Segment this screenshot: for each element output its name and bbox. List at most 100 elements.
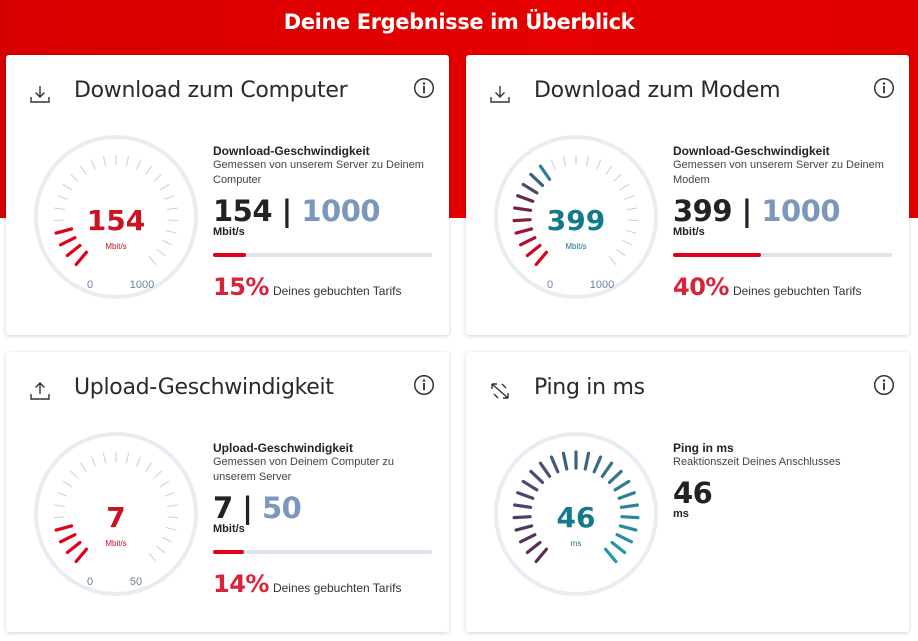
gauge-tick xyxy=(166,207,178,210)
gauge-tick-active xyxy=(534,547,549,564)
gauge-tick-active xyxy=(618,524,638,532)
gauge-tick xyxy=(53,219,65,222)
measured-value: 154 xyxy=(213,194,273,228)
info-description: Gemessen von Deinem Computer zu unserem … xyxy=(213,456,394,483)
gauge-tick-active xyxy=(512,515,532,520)
gauge-tick xyxy=(550,159,556,170)
gauge-tick-active xyxy=(521,479,539,492)
tariff-progress-bar xyxy=(213,253,432,257)
gauge-tick xyxy=(605,165,613,175)
result-info: Download-Geschwindigkeit Gemessen von un… xyxy=(213,144,439,238)
value-separator: | xyxy=(272,194,302,228)
gauge-tick xyxy=(159,480,170,488)
gauge-tick-active xyxy=(54,227,74,235)
gauge-tick xyxy=(102,452,106,464)
result-value: 154 | 1000 xyxy=(213,194,439,228)
measured-value: 7 xyxy=(213,491,233,525)
gauge-tick xyxy=(62,480,73,488)
page-title: Deine Ergebnisse im Überblick xyxy=(283,10,635,34)
gauge-tick xyxy=(161,536,172,543)
result-value: 46 xyxy=(673,476,713,510)
gauge-tick-active xyxy=(518,533,537,544)
gauge-tick xyxy=(608,256,617,265)
card-download-computer: Download zum Computer 154 Mbit/s 0 1000 … xyxy=(6,55,449,335)
booked-value: 1000 xyxy=(761,194,841,228)
info-icon[interactable] xyxy=(873,77,895,99)
gauge-tick xyxy=(148,553,157,562)
gauge-tick-active xyxy=(583,451,591,471)
info-icon[interactable] xyxy=(413,374,435,396)
gauge-tick-active xyxy=(613,479,631,492)
gauge-unit: Mbit/s xyxy=(105,539,126,548)
gauge-value: 7 xyxy=(106,501,125,534)
gauge-tick-active xyxy=(592,455,603,474)
gauge-min-label: 0 xyxy=(87,279,93,291)
gauge-tick-active xyxy=(513,206,533,212)
gauge-tick xyxy=(613,173,622,182)
info-icon[interactable] xyxy=(873,374,895,396)
percentage-value: 15% xyxy=(213,273,269,301)
tariff-progress-fill xyxy=(673,253,761,257)
gauge-max-label: 1000 xyxy=(130,279,154,291)
gauge-min-label: 0 xyxy=(547,279,553,291)
tariff-progress-fill xyxy=(213,550,244,554)
gauge-tick xyxy=(161,239,172,246)
speed-gauge: 399 Mbit/s 0 1000 xyxy=(494,135,658,299)
gauge-tick-active xyxy=(525,540,542,555)
speed-gauge: 154 Mbit/s 0 1000 xyxy=(34,135,198,299)
gauge-tick xyxy=(621,239,632,246)
gauge-tick xyxy=(626,207,638,210)
gauge-tick xyxy=(164,195,175,200)
card-title: Ping in ms xyxy=(534,375,645,400)
result-unit: Mbit/s xyxy=(213,226,245,238)
gauge-tick xyxy=(145,165,153,175)
gauge-tick xyxy=(53,516,65,519)
info-heading: Download-Geschwindigkeit xyxy=(213,144,370,158)
card-title: Upload-Geschwindigkeit xyxy=(74,375,334,400)
gauge-tick xyxy=(596,159,602,170)
gauge-tick-active xyxy=(521,182,539,195)
gauge-tick-active xyxy=(619,503,639,509)
gauge-tick xyxy=(167,219,179,222)
gauge-tick xyxy=(156,545,166,553)
info-icon[interactable] xyxy=(413,77,435,99)
gauge-max-label: 1000 xyxy=(590,279,614,291)
percentage-value: 40% xyxy=(673,273,729,301)
gauge-tick xyxy=(145,462,153,472)
value-separator: | xyxy=(232,491,262,525)
tariff-progress-fill xyxy=(213,253,246,257)
percentage-value: 14% xyxy=(213,570,269,598)
gauge-tick xyxy=(79,165,87,175)
info-heading: Download-Geschwindigkeit xyxy=(673,144,830,158)
gauge-tick-active xyxy=(620,515,640,520)
result-unit: Mbit/s xyxy=(673,226,705,238)
gauge-tick-active xyxy=(603,547,618,564)
gauge-value: 46 xyxy=(557,501,596,534)
gauge-tick-active xyxy=(538,164,552,181)
gauge-tick xyxy=(70,173,79,182)
gauge-tick-active xyxy=(65,540,82,555)
gauge-tick xyxy=(54,207,66,210)
card-title: Download zum Modem xyxy=(534,78,781,103)
percentage-label: Deines gebuchten Tarifs xyxy=(732,284,862,298)
gauge-tick xyxy=(90,159,96,170)
gauge-min-label: 0 xyxy=(87,576,93,588)
gauge-tick-active xyxy=(514,227,534,235)
gauge-tick-active xyxy=(617,491,636,500)
gauge-tick xyxy=(624,195,635,200)
gauge-tick-active xyxy=(534,250,549,267)
gauge-tick xyxy=(62,183,73,191)
card-download-modem: Download zum Modem 399 Mbit/s 0 1000 Dow… xyxy=(466,55,909,335)
card-title: Download zum Computer xyxy=(74,78,348,103)
result-unit: ms xyxy=(673,508,689,520)
gauge-tick-active xyxy=(529,172,545,188)
gauge-tick xyxy=(164,492,175,497)
gauge-tick xyxy=(153,173,162,182)
info-description: Gemessen von unserem Server zu Deinem Mo… xyxy=(673,159,884,186)
gauge-tick xyxy=(562,155,566,167)
tariff-percentage: 40% Deines gebuchten Tarifs xyxy=(673,273,861,301)
result-value: 399 | 1000 xyxy=(673,194,899,228)
gauge-tick xyxy=(148,256,157,265)
value-separator: | xyxy=(732,194,762,228)
percentage-label: Deines gebuchten Tarifs xyxy=(272,581,402,595)
